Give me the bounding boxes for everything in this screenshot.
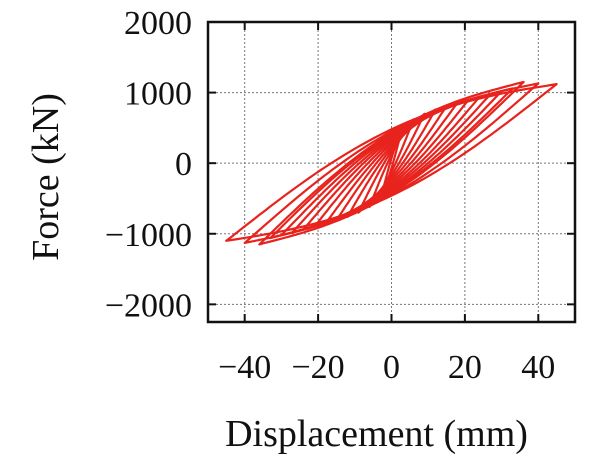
y-tick-label: −2000 <box>105 287 192 324</box>
x-tick-label: 20 <box>448 349 482 386</box>
hysteresis-loop-14 <box>225 83 558 242</box>
axis-ticks <box>208 21 575 322</box>
y-tick-label: 1000 <box>124 76 192 113</box>
y-axis-label: Force (kN) <box>25 93 67 261</box>
y-tick-label: 0 <box>175 146 192 183</box>
x-axis-label: Displacement (mm) <box>225 413 528 455</box>
x-tick-label: −20 <box>292 349 345 386</box>
y-tick-label: 2000 <box>124 5 192 42</box>
series-hysteresis <box>225 80 558 246</box>
x-tick-label: 40 <box>521 349 555 386</box>
x-tick-label: −40 <box>218 349 271 386</box>
x-tick-label: 0 <box>383 349 400 386</box>
y-tick-label: −1000 <box>105 217 192 254</box>
tick-labels: −40 −20 0 20 40 2000 1000 0 −1000 −2000 <box>105 5 555 386</box>
